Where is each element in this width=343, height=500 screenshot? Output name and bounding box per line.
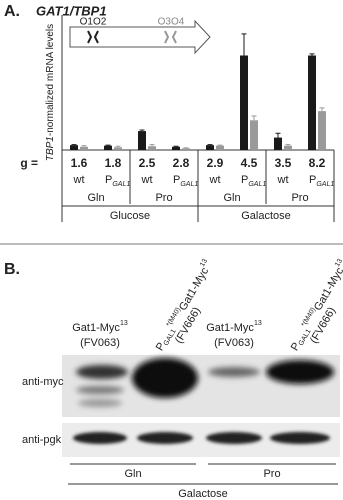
g-value: 2.9 [207, 156, 224, 170]
panel-label: B. [4, 261, 20, 278]
media-label: Pro [155, 192, 172, 204]
sugar-label: Galactose [178, 488, 228, 500]
y-label-italic: TBP1 [45, 136, 56, 161]
g-value: 3.5 [275, 156, 292, 170]
bar [206, 145, 214, 150]
sugar-label: Galactose [241, 210, 291, 222]
gene-diagram [69, 19, 211, 55]
category-subscript: GAL1 [112, 181, 130, 188]
x-tick-label: wt [209, 174, 221, 186]
x-tick-label: wt [277, 174, 289, 186]
bar [250, 120, 258, 150]
sugar-label: Glucose [110, 210, 150, 222]
lane-sup: 13 [120, 320, 128, 327]
lane-sup: 13 [334, 258, 343, 268]
category: wt [73, 174, 85, 186]
error-bar [319, 107, 325, 112]
error-bar [241, 33, 247, 56]
bar [308, 55, 316, 150]
g-value: 1.6 [71, 156, 88, 170]
gene-label: O3O4 [158, 17, 185, 28]
row-label: anti-myc [22, 376, 64, 388]
g-value: 8.2 [309, 156, 326, 170]
x-tick-label: PGAL1 [105, 174, 130, 188]
gene-label: O1O2 [80, 17, 107, 28]
category: P [173, 174, 180, 186]
category: wt [277, 174, 289, 186]
lane-sup: 13 [254, 320, 262, 327]
category: P [105, 174, 112, 186]
category-subscript: GAL1 [316, 181, 334, 188]
bar [274, 137, 282, 150]
media-label: Gln [223, 192, 240, 204]
gata-sites [87, 30, 99, 44]
x-tick-label: wt [141, 174, 153, 186]
lane-label: Gat1-Myc13 [72, 320, 128, 334]
g-value: 2.5 [139, 156, 156, 170]
category: P [309, 174, 316, 186]
bar [70, 145, 78, 150]
media-label: Gln [124, 468, 141, 480]
y-label-text: -normalized mRNA levels [45, 24, 56, 136]
category-subscript: GAL1 [180, 181, 198, 188]
error-bar [81, 145, 87, 147]
category: wt [141, 174, 153, 186]
bar [172, 146, 180, 150]
error-bar [217, 144, 223, 146]
g-value: 4.5 [241, 156, 258, 170]
gata-sites [164, 30, 177, 44]
bar [148, 146, 156, 150]
bar [182, 148, 190, 150]
error-bar [115, 145, 121, 148]
bar [114, 147, 122, 150]
error-bar [309, 53, 315, 56]
bar [80, 146, 88, 150]
x-tick-label: PGAL1 [241, 174, 266, 188]
g-label: g = [20, 156, 38, 170]
y-axis-label: TBP1-normalized mRNA levels [45, 24, 56, 161]
x-tick-label: wt [73, 174, 85, 186]
bar [138, 131, 146, 150]
panel-label: A. [4, 3, 20, 20]
error-bar [71, 144, 77, 146]
bands [76, 358, 334, 407]
bar [104, 145, 112, 150]
error-bar [275, 132, 281, 138]
category: wt [209, 174, 221, 186]
error-bar [207, 144, 213, 146]
g-value: 2.8 [173, 156, 190, 170]
error-bar [183, 147, 189, 149]
x-tick-label: PGAL1 [309, 174, 334, 188]
row-label: anti-pgk [22, 434, 62, 446]
lane-sup: 13 [199, 258, 209, 268]
g-value: 1.8 [105, 156, 122, 170]
lane-strain: (FV063) [214, 337, 254, 349]
media-label: Pro [291, 192, 308, 204]
lane-name: Gat1-Myc [72, 322, 120, 334]
error-bar [149, 144, 155, 147]
category: P [241, 174, 248, 186]
error-bar [173, 145, 179, 147]
lane-strain: (FV063) [80, 337, 120, 349]
error-bar [285, 144, 291, 146]
error-bar [251, 115, 257, 121]
lane-name: Gat1-Myc [206, 322, 254, 334]
bar [318, 111, 326, 150]
error-bar [139, 129, 145, 132]
bar [284, 145, 292, 150]
media-label: Pro [263, 468, 280, 480]
pgk-bands [73, 432, 330, 444]
chart-title: GAT1/TBP1 [36, 3, 107, 18]
media-label: Gln [87, 192, 104, 204]
bar [240, 55, 248, 150]
bar [216, 145, 224, 150]
category-subscript: GAL1 [248, 181, 266, 188]
error-bar [105, 144, 111, 146]
lane-label: Gat1-Myc13 [206, 320, 262, 334]
x-tick-label: PGAL1 [173, 174, 198, 188]
